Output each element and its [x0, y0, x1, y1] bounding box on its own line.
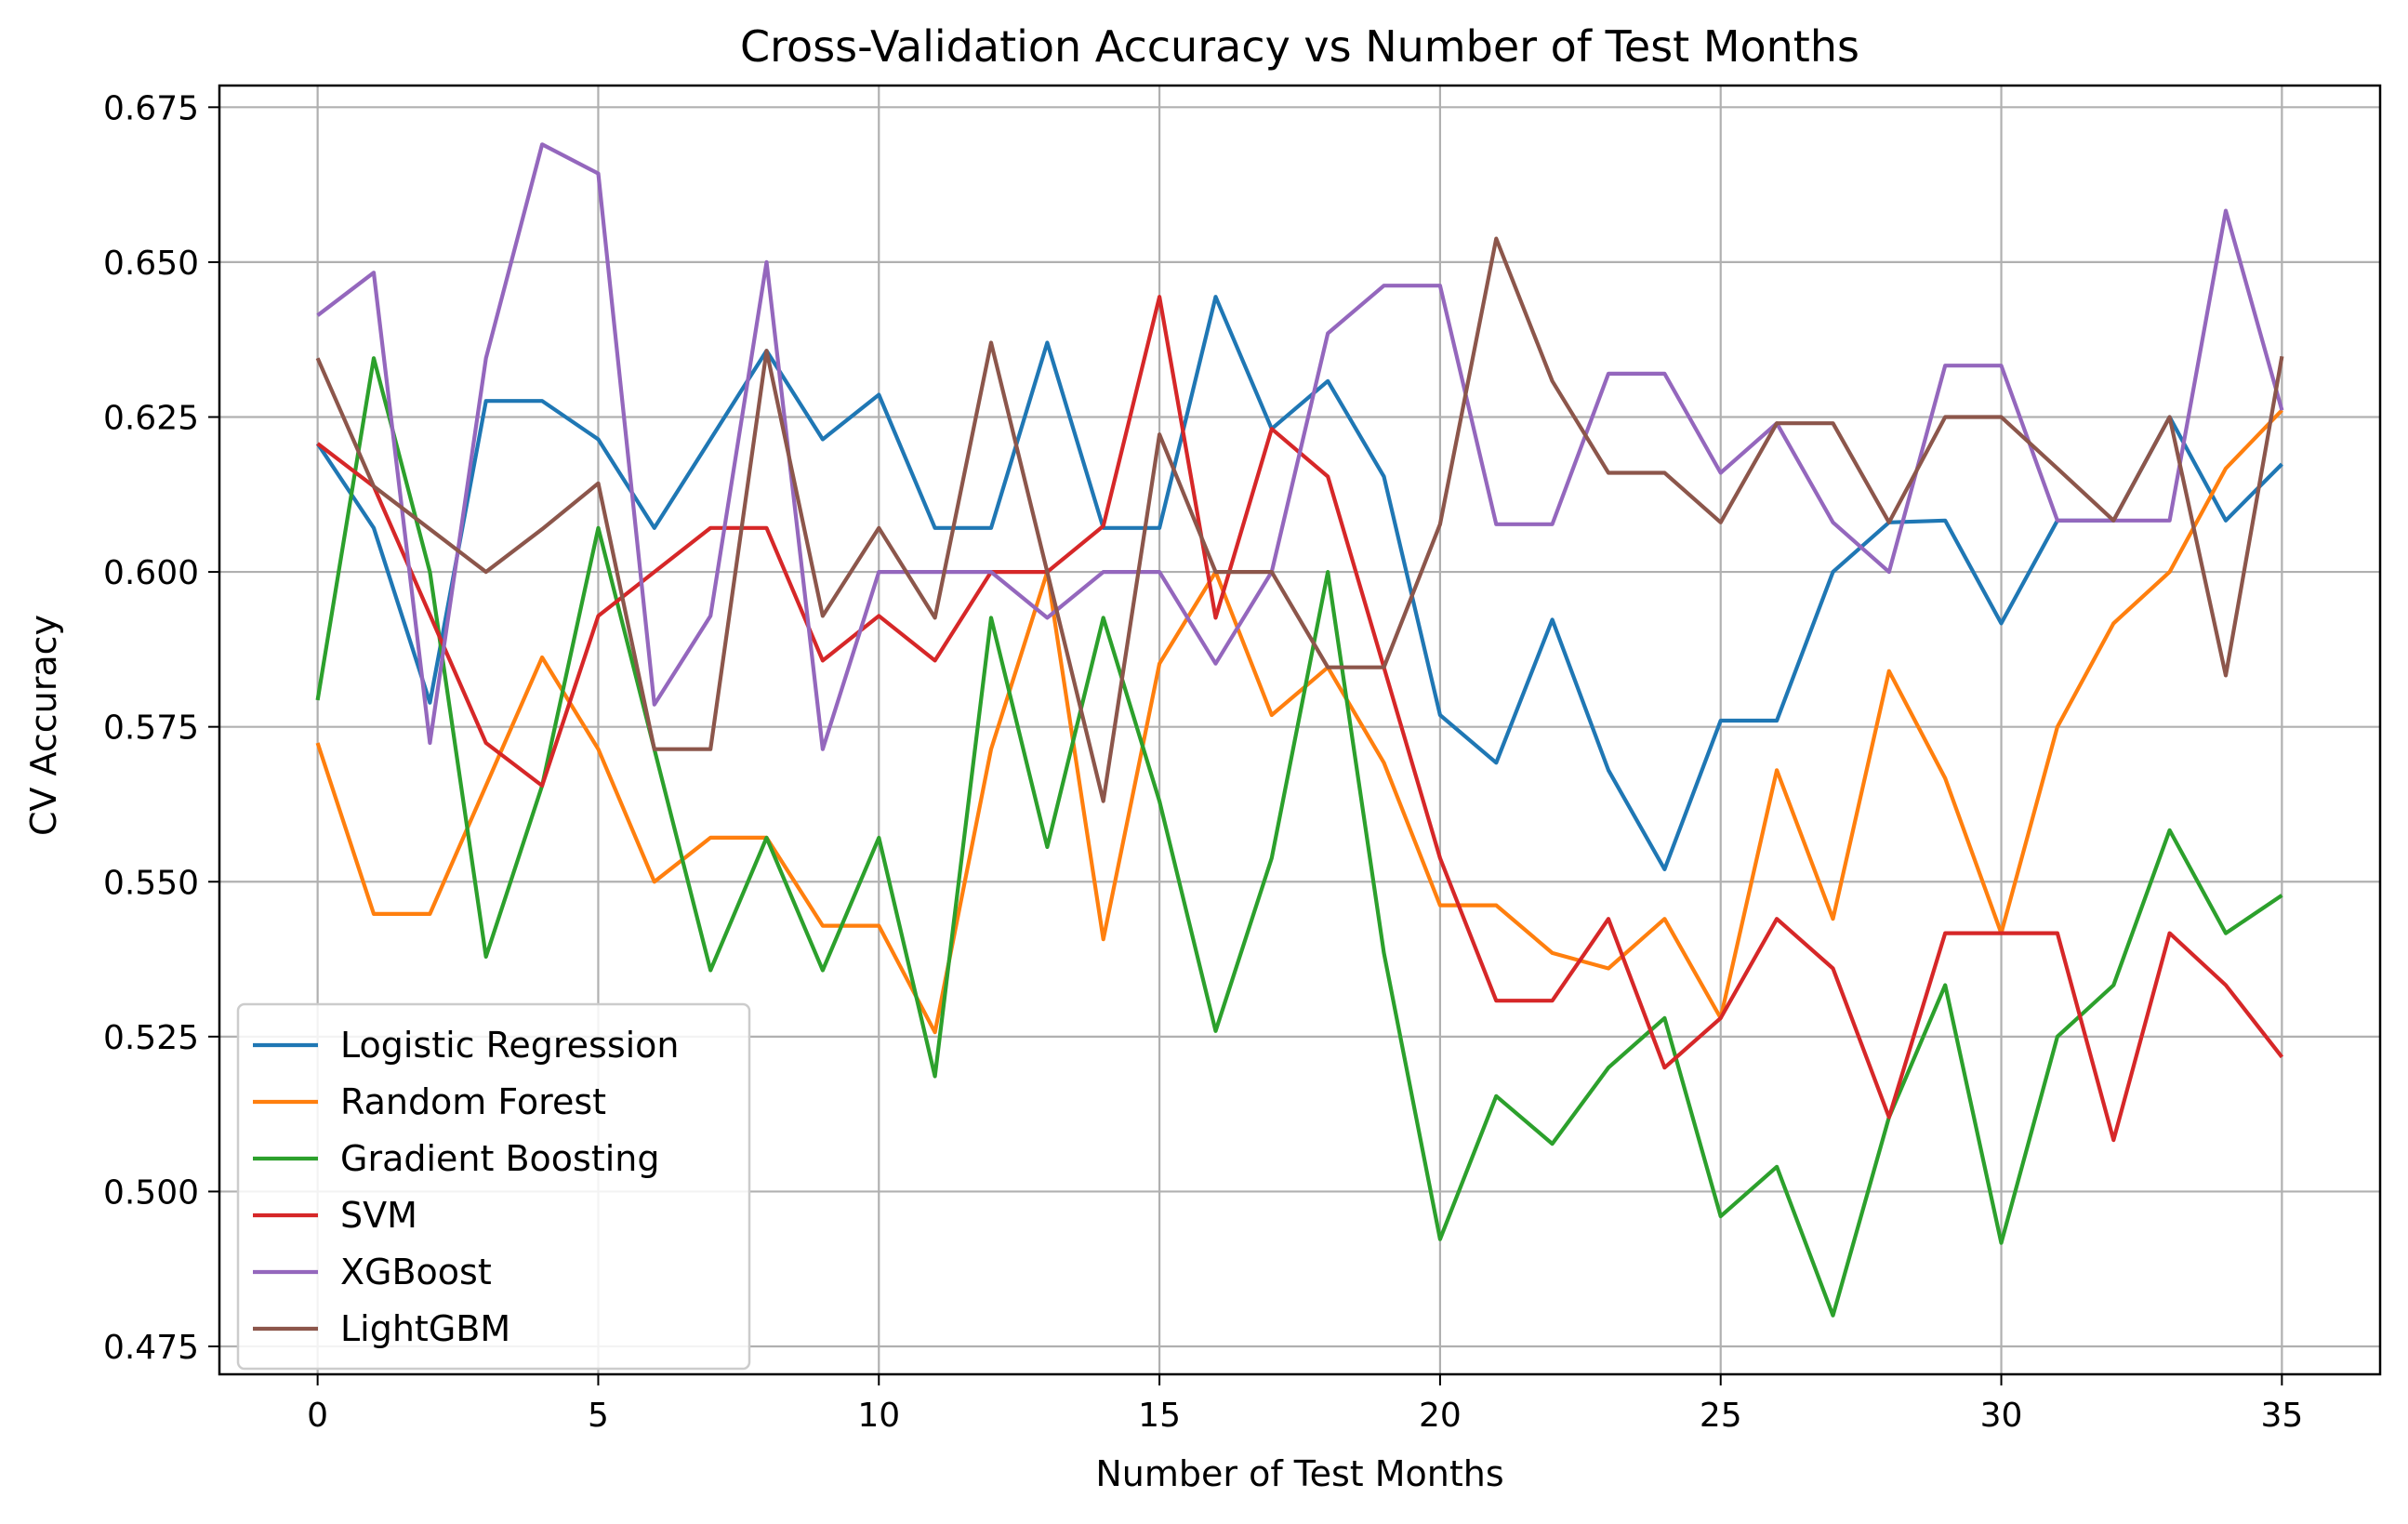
x-tick-label: 5: [588, 1397, 609, 1435]
x-tick-label: 15: [1138, 1397, 1181, 1435]
x-tick-label: 35: [2260, 1397, 2303, 1435]
y-tick-label: 0.625: [103, 399, 199, 437]
legend-label: Logistic Regression: [340, 1025, 680, 1066]
legend-box: [236, 1002, 751, 1371]
legend-label: LightGBM: [340, 1308, 510, 1349]
x-tick-label: 10: [857, 1397, 900, 1435]
legend-label: SVM: [340, 1195, 417, 1236]
x-tick-label: 25: [1700, 1397, 1742, 1435]
series-line-logistic-regression: [315, 295, 2283, 872]
legend-label: Random Forest: [340, 1081, 606, 1122]
series-lines: [315, 142, 2284, 1318]
x-tick-label: 0: [307, 1397, 328, 1435]
y-axis-label: CV Accuracy: [23, 615, 64, 836]
series-line-xgboost: [316, 142, 2284, 751]
axes-frame: [218, 84, 2382, 1376]
legend-label: Gradient Boosting: [340, 1138, 660, 1179]
y-tick-label: 0.550: [103, 864, 199, 902]
chart-title: Cross-Validation Accuracy vs Number of T…: [740, 21, 1859, 72]
y-axis-ticks: 0.475 0.500 0.525 0.550 0.575 0.600 0.625 0.650…: [103, 89, 219, 1367]
y-tick-label: 0.475: [103, 1329, 199, 1367]
y-tick-label: 0.650: [103, 245, 199, 283]
legend-label: XGBoost: [340, 1252, 492, 1292]
x-tick-label: 30: [1980, 1397, 2023, 1435]
y-tick-label: 0.675: [103, 89, 199, 127]
series-line-random-forest: [315, 408, 2283, 1035]
series-line-lightgbm: [315, 236, 2284, 803]
y-tick-label: 0.525: [103, 1019, 199, 1057]
y-tick-label: 0.600: [103, 554, 199, 592]
y-tick-label: 0.500: [103, 1173, 199, 1212]
legend: Logistic Regression Random Forest Gradient…: [236, 1002, 751, 1371]
x-tick-label: 20: [1419, 1397, 1462, 1435]
y-tick-label: 0.575: [103, 709, 199, 748]
x-axis-ticks: 0 5 10 15 20 25 30 35: [307, 1374, 2303, 1435]
x-axis-label: Number of Test Months: [1095, 1453, 1503, 1494]
